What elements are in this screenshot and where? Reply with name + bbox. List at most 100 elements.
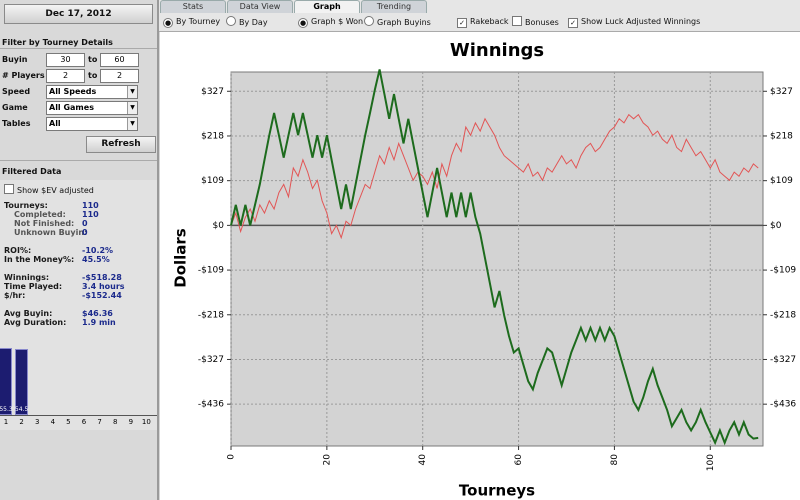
tab[interactable]: Graph [294, 0, 360, 13]
x-tick-label: 80 [610, 454, 620, 466]
stat-value: 1.9 min [82, 318, 116, 327]
mini-tick-label: 6 [81, 418, 87, 426]
x-tick-label: 40 [418, 454, 428, 466]
dropdown[interactable]: All Speeds ▼ [46, 85, 138, 99]
stat-label: $/hr: [4, 291, 26, 300]
stat-value: -$518.28 [82, 273, 122, 282]
dropdown-arrow: ▼ [127, 86, 137, 98]
x-axis-label: Tourneys [459, 482, 535, 500]
checkbox-label: Show $EV adjusted [17, 186, 94, 195]
x-tick-label: 20 [322, 454, 332, 466]
dropdown-arrow: ▼ [127, 102, 137, 114]
stat-value: $46.36 [82, 309, 113, 318]
stat-label: Avg Buyin: [4, 309, 53, 318]
y2-tick-label: -$218 [770, 310, 796, 320]
x-tick-label: 0 [227, 454, 237, 460]
stat-label: Completed: [14, 210, 66, 219]
y2-tick-label: $327 [770, 87, 793, 97]
stat-row: Avg Buyin: $46.36 [0, 309, 157, 318]
text-input[interactable]: 30 [46, 53, 85, 67]
radio-box: ● [163, 18, 173, 28]
tab[interactable]: Data View [227, 0, 293, 13]
stat-value: 3.4 hours [82, 282, 125, 291]
y-tick-label: -$436 [198, 400, 224, 410]
radio-box: ● [298, 18, 308, 28]
y-tick-label: -$109 [198, 266, 224, 276]
stat-row: Time Played: 3.4 hours [0, 282, 157, 291]
y2-tick-label: -$436 [770, 400, 796, 410]
checkbox[interactable]: Show $EV adjusted [4, 184, 94, 196]
y2-tick-label: $109 [770, 176, 793, 186]
dropdown-value: All Games [49, 103, 94, 112]
text-input[interactable]: 2 [100, 69, 139, 83]
radio[interactable]: ● Graph $ Won [298, 16, 363, 28]
checkbox[interactable]: Bonuses [512, 16, 559, 28]
y-axis-label: Dollars [172, 228, 190, 288]
stat-label: Winnings: [4, 273, 50, 282]
stat-row: Completed: 110 [0, 210, 157, 219]
stat-value: -10.2% [82, 246, 114, 255]
stat-label: Tourneys: [4, 201, 48, 210]
stat-row: $/hr: -$152.44 [0, 291, 157, 300]
chart-title: Winnings [450, 40, 544, 61]
radio[interactable]: ● By Tourney [163, 16, 220, 28]
x-tick-label: 100 [706, 454, 716, 471]
dropdown[interactable]: All ▼ [46, 117, 138, 131]
y-tick-label: $0 [213, 221, 225, 231]
stat-row: Winnings: -$518.28 [0, 273, 157, 282]
stat-row: Not Finished: 0 [0, 219, 157, 228]
series-line [230, 69, 759, 446]
checkbox-box: ✓ [457, 18, 467, 28]
filter-label: Tables [2, 119, 31, 128]
y2-tick-label: $218 [770, 131, 793, 141]
filter-label: Buyin [2, 55, 28, 64]
dropdown-value: All [49, 119, 61, 128]
stat-row: Avg Duration: 1.9 min [0, 318, 157, 327]
stat-value: 0 [82, 219, 88, 228]
stat-value: 0 [82, 228, 88, 237]
section-header: Filtered Data [2, 167, 62, 176]
stat-row: ROI%: -10.2% [0, 246, 157, 255]
checkbox-box: ✓ [568, 18, 578, 28]
stat-label: Unknown Buyin: [14, 228, 88, 237]
mini-axis [0, 415, 157, 416]
filter-label: # Players [2, 71, 45, 80]
refresh-button[interactable]: Refresh [86, 136, 156, 153]
stat-value: 45.5% [82, 255, 110, 264]
checkbox-label: Rakeback [470, 17, 509, 26]
mini-bar [0, 347, 12, 415]
section-header: Filter by Tourney Details [2, 38, 113, 47]
checkbox-label: Bonuses [525, 18, 559, 27]
y-tick-label: -$218 [198, 310, 224, 320]
plot-area [230, 71, 764, 447]
x-tick-label: 60 [514, 454, 524, 466]
chart: Winnings Tourneys Dollars $327 $327 $218 $2… [160, 32, 800, 500]
tab[interactable]: Stats [160, 0, 226, 13]
mini-tick-label: 7 [97, 418, 102, 426]
stat-label: Avg Duration: [4, 318, 67, 327]
text-input[interactable]: 60 [100, 53, 139, 67]
mini-tick-label: 9 [128, 418, 134, 426]
radio-box [364, 16, 374, 26]
radio[interactable]: By Day [226, 16, 268, 28]
mini-tick-label: 3 [34, 418, 40, 426]
radio-label: By Day [239, 18, 268, 27]
tab[interactable]: Trending [361, 0, 427, 13]
series-line [230, 113, 759, 240]
range-sep: to [88, 71, 98, 80]
checkbox[interactable]: ✓ Rakeback [457, 16, 509, 28]
radio[interactable]: Graph Buyins [364, 16, 431, 28]
radio-label: Graph Buyins [377, 18, 431, 27]
mini-bar [14, 348, 28, 415]
dropdown[interactable]: All Games ▼ [46, 101, 138, 115]
date-button[interactable]: Dec 17, 2012 [4, 4, 153, 24]
mini-tick-label: 5 [66, 418, 71, 426]
mini-tick-label: 8 [112, 418, 118, 426]
text-input[interactable]: 2 [46, 69, 85, 83]
y-tick-label: $218 [201, 131, 224, 141]
y-tick-label: $327 [201, 87, 224, 97]
stat-value: 110 [82, 210, 99, 219]
checkbox[interactable]: ✓ Show Luck Adjusted Winnings [568, 16, 700, 28]
stat-label: In the Money%: [4, 255, 75, 264]
